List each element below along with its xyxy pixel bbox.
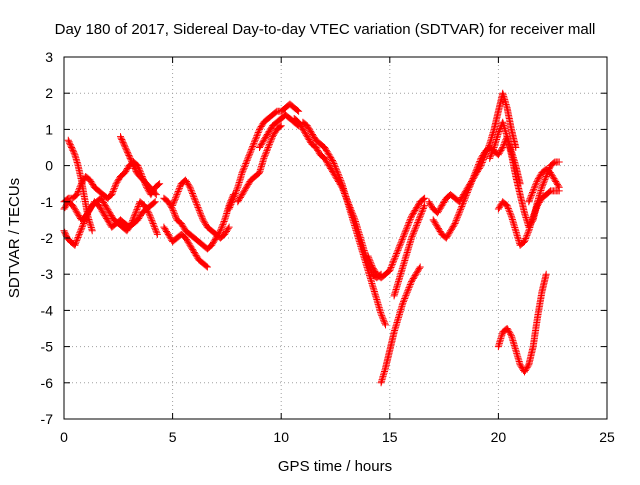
y-tick-label: 0 [45, 158, 53, 174]
y-tick-label: -5 [41, 339, 54, 355]
y-tick-label: -7 [41, 411, 54, 427]
series-markers [169, 176, 233, 242]
series-9 [225, 100, 303, 213]
x-tick-label: 0 [60, 429, 68, 445]
x-tick-label: 15 [382, 429, 398, 445]
x-tick-label: 10 [273, 429, 289, 445]
series-15 [377, 263, 424, 387]
y-tick-label: -6 [41, 375, 54, 391]
y-tick-label: 2 [45, 85, 53, 101]
series-22 [525, 165, 563, 206]
series-10 [234, 122, 285, 206]
series-markers [377, 263, 424, 387]
series-markers [494, 187, 563, 249]
series-13 [299, 118, 389, 329]
y-tick-label: -2 [41, 230, 54, 246]
y-tick-label: 1 [45, 121, 53, 137]
data-series [60, 89, 563, 387]
series-7 [160, 223, 211, 271]
series-markers [390, 201, 429, 300]
series-markers [525, 165, 563, 206]
x-tick-label: 5 [169, 429, 177, 445]
series-21 [494, 270, 550, 376]
series-markers [64, 136, 96, 235]
series-20 [494, 187, 563, 249]
series-5 [117, 133, 160, 199]
series-markers [117, 133, 160, 199]
x-axis-label: GPS time / hours [278, 458, 392, 475]
series-markers [225, 100, 303, 213]
series-markers [364, 194, 429, 282]
y-tick-label: -4 [41, 302, 54, 318]
x-tick-label: 25 [599, 429, 615, 445]
series-14 [364, 194, 429, 282]
series-markers [494, 270, 550, 376]
series-markers [234, 122, 285, 206]
series-8 [169, 176, 233, 242]
chart-title: Day 180 of 2017, Sidereal Day-to-day VTE… [55, 21, 596, 38]
series-markers [160, 223, 211, 271]
y-tick-label: 3 [45, 49, 53, 65]
series-markers [256, 111, 303, 151]
y-axis-label: SDTVAR / TECUs [6, 178, 23, 298]
series-11 [256, 111, 303, 151]
series-markers [299, 118, 389, 329]
series-16 [390, 201, 429, 300]
x-tick-label: 20 [491, 429, 507, 445]
series-4 [64, 136, 96, 235]
y-tick-label: -1 [41, 194, 54, 210]
axis-ticks: 0 5 10 15 20 25 -7 -6 -5 -4 -3 -2 -1 0 1 2 3 [41, 49, 615, 445]
y-tick-label: -3 [41, 266, 54, 282]
